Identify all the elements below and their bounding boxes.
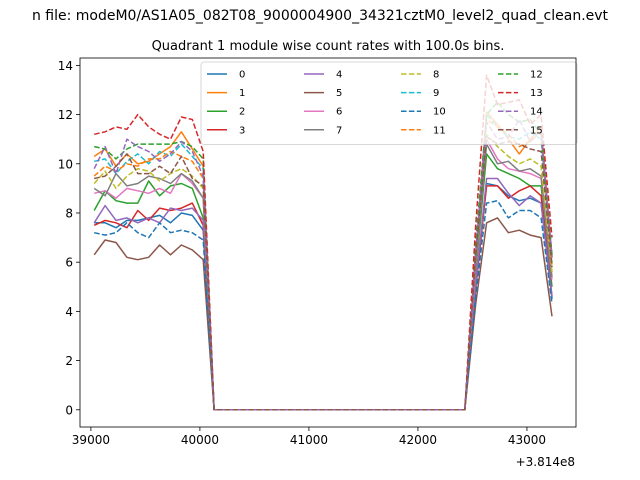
x-axis: 39000 40000 41000 42000 43000	[72, 427, 546, 447]
y-tick-label: 8	[65, 206, 73, 220]
plot-frame	[79, 57, 577, 428]
legend-label-13: 13	[530, 88, 543, 99]
legend-label-11: 11	[433, 125, 446, 136]
x-tick-label: 43000	[508, 433, 546, 447]
legend-label-14: 14	[530, 107, 543, 118]
legend-label-5: 5	[336, 88, 342, 99]
chart-title: Quadrant 1 module wise count rates with …	[152, 39, 505, 54]
x-tick-label: 39000	[72, 433, 110, 447]
legend-label-4: 4	[336, 70, 342, 81]
series-line-14	[93, 118, 553, 411]
legend-label-9: 9	[433, 88, 439, 99]
legend-label-10: 10	[433, 107, 446, 118]
legend-label-0: 0	[239, 70, 245, 81]
legend-label-7: 7	[336, 125, 342, 136]
x-tick-label: 40000	[181, 433, 219, 447]
legend-label-8: 8	[433, 70, 439, 81]
x-tick-label: 42000	[399, 433, 437, 447]
legend-label-2: 2	[239, 107, 245, 118]
legend-label-1: 1	[239, 88, 245, 99]
y-tick-label: 14	[58, 59, 73, 73]
series-line-15	[94, 135, 553, 411]
x-tick-label: 41000	[290, 433, 328, 447]
figure-suptitle: n file: modeM0/AS1A05_082T08_9000004900_…	[32, 8, 609, 24]
y-axis: 0 2 4 6 8 10 12 14	[58, 59, 80, 417]
y-tick-label: 6	[65, 256, 73, 270]
y-tick-label: 0	[65, 403, 73, 417]
x-offset-label: +3.814e8	[516, 455, 575, 469]
legend-label-3: 3	[239, 125, 245, 136]
y-tick-label: 10	[58, 157, 73, 171]
series-layer	[93, 74, 553, 411]
y-tick-label: 2	[65, 354, 73, 368]
legend-label-15: 15	[530, 125, 543, 136]
legend-box	[200, 61, 578, 145]
y-tick-label: 4	[65, 305, 73, 319]
legend-label-12: 12	[530, 70, 543, 81]
legend-label-6: 6	[336, 107, 342, 118]
y-tick-label: 12	[58, 108, 73, 122]
